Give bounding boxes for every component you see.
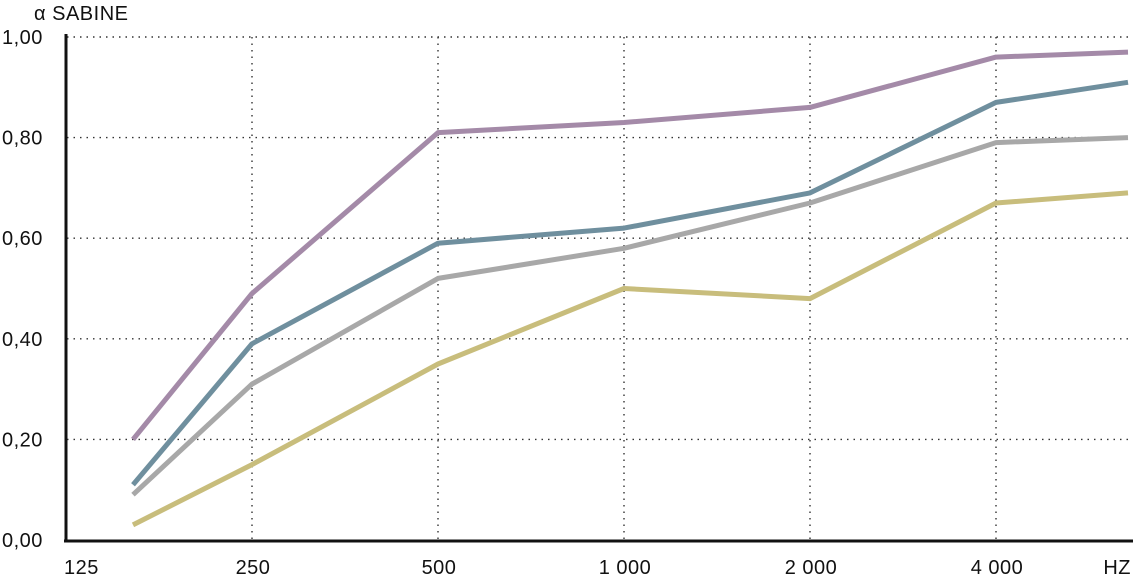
y-tick-label: 0,40 [2,329,43,351]
y-tick-label: 0,60 [2,228,43,250]
series-lines [131,49,1129,528]
y-tick-label: 0,20 [2,429,43,451]
y-tick-label: 0,80 [2,128,43,150]
x-tick-label: 500 [422,557,457,579]
tick-labels: 0,00 0,20 0,40 0,60 0,80 1,00 125 250 500 1 000 2 … [2,27,1023,579]
x-tick-label: 250 [236,557,271,579]
x-tick-label: 2 000 [785,557,838,579]
x-axis-title: HZ [1103,557,1131,579]
series-line [131,49,1129,441]
axes [64,34,1133,543]
series-line [131,79,1129,487]
grid-lines [67,36,1133,540]
y-tick-label: 0,00 [2,530,43,552]
series-line [131,135,1129,497]
x-tick-label: 1 000 [599,557,652,579]
series-line [131,190,1129,528]
y-axis-title: α SABINE [34,3,128,25]
x-tick-label: 4 000 [971,557,1024,579]
y-tick-label: 1,00 [2,27,43,49]
x-tick-label: 125 [64,557,99,579]
